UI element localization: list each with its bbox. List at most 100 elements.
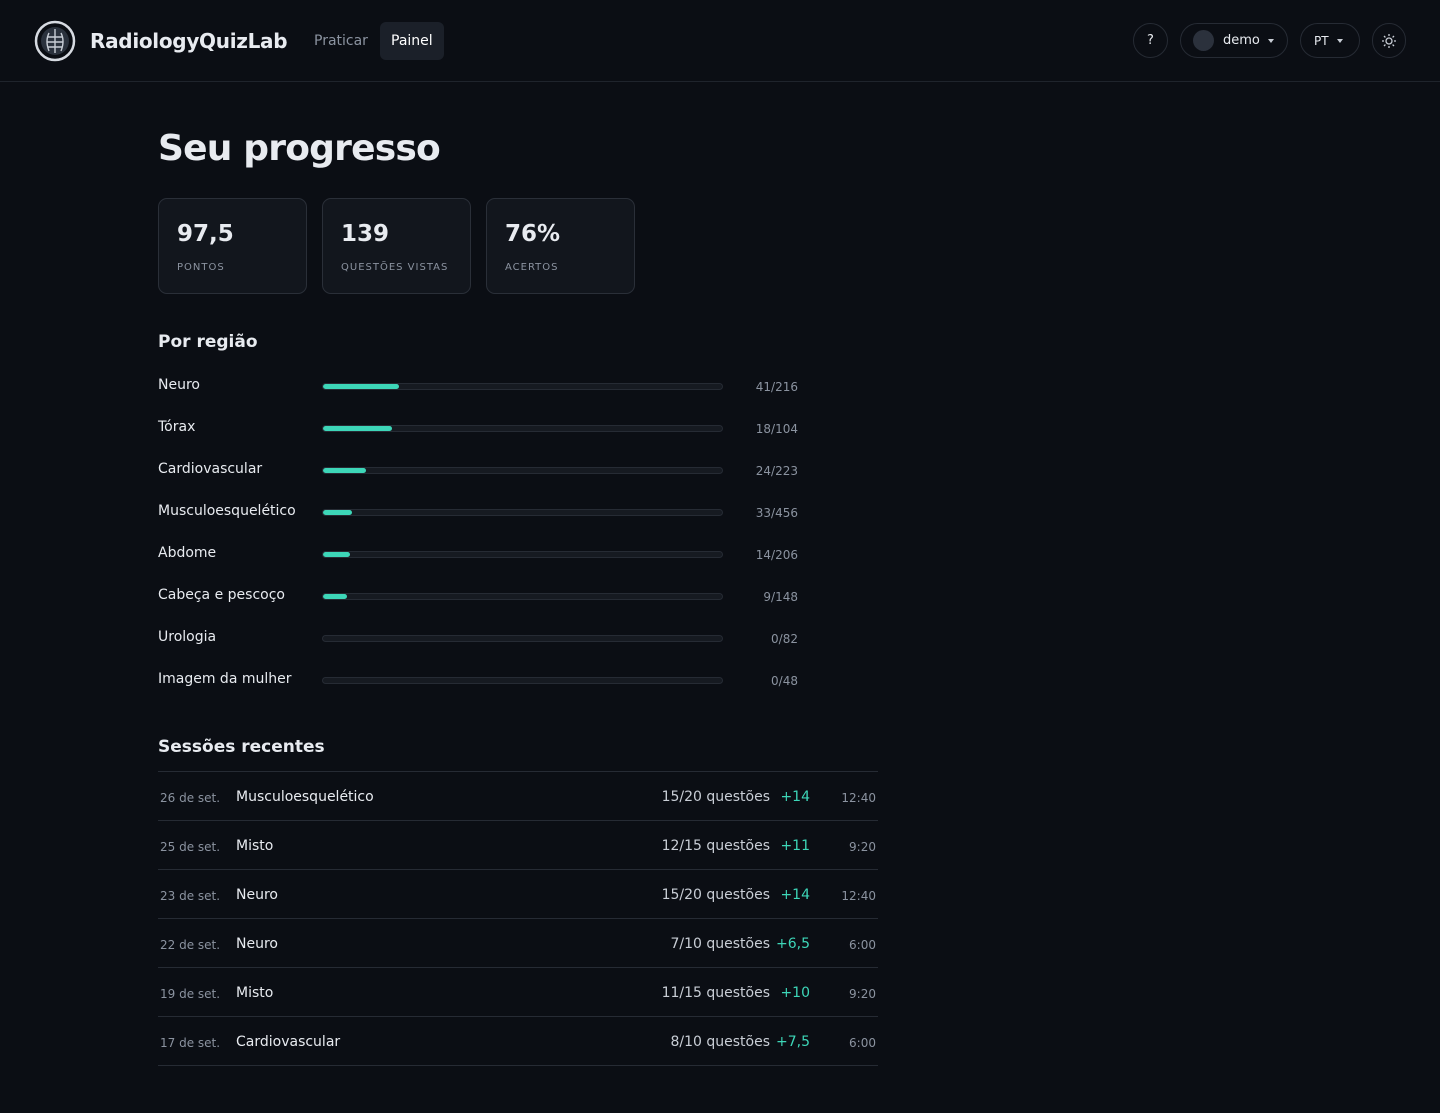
session-time: 12:40	[841, 889, 876, 903]
progress-track	[322, 677, 723, 684]
session-row[interactable]: 26 de set. Musculoesquelético 15/20 questõ…	[158, 772, 878, 821]
session-score: 15/20 questões	[661, 789, 770, 805]
region-row: Tórax 18/104	[158, 419, 798, 439]
sun-icon	[1382, 33, 1396, 48]
region-row: Musculoesquelético 33/456	[158, 503, 798, 523]
region-row: Cabeça e pescoço 9/148	[158, 587, 798, 607]
region-count: 9/148	[763, 590, 798, 604]
session-time: 9:20	[849, 840, 876, 854]
session-points: +6,5	[776, 936, 810, 952]
session-score: 12/15 questões	[661, 838, 770, 854]
session-date: 19 de set.	[160, 987, 221, 1001]
region-name: Imagem da mulher	[158, 671, 292, 687]
stat-label: QUESTÕES VISTAS	[341, 262, 449, 273]
region-name: Cardiovascular	[158, 461, 263, 477]
progress-fill	[323, 552, 351, 557]
progress-track	[322, 593, 723, 600]
session-points: +14	[780, 887, 810, 903]
region-row: Cardiovascular 24/223	[158, 461, 798, 481]
session-topic: Neuro	[236, 936, 278, 952]
session-row[interactable]: 23 de set. Neuro 15/20 questões +14 12:40	[158, 870, 878, 919]
session-score: 7/10 questões	[670, 936, 770, 952]
section-title: Por região	[158, 332, 258, 352]
session-date: 22 de set.	[160, 938, 221, 952]
session-time: 6:00	[849, 1036, 876, 1050]
region-name: Cabeça e pescoço	[158, 587, 285, 603]
session-date: 26 de set.	[160, 791, 221, 805]
region-row: Imagem da mulher 0/48	[158, 671, 798, 691]
caret	[1267, 38, 1274, 43]
region-count: 0/48	[771, 674, 798, 688]
session-topic: Cardiovascular	[236, 1034, 341, 1050]
progress-fill	[323, 426, 393, 431]
region-count: 18/104	[755, 422, 798, 436]
nav-link-active[interactable]: Painel	[380, 22, 444, 60]
region-count: 14/206	[755, 548, 798, 562]
section-title: Sessões recentes	[158, 737, 325, 757]
session-score: 15/20 questões	[661, 887, 770, 903]
region-row: Abdome 14/206	[158, 545, 798, 565]
progress-track	[322, 509, 723, 516]
region-name: Musculoesquelético	[158, 503, 296, 519]
session-date: 25 de set.	[160, 840, 221, 854]
page-title: Seu progresso	[158, 128, 441, 169]
session-row[interactable]: 25 de set. Misto 12/15 questões +11 9:20	[158, 821, 878, 870]
session-points: +14	[780, 789, 810, 805]
progress-track	[322, 635, 723, 642]
top-bar: RadiologyQuizLab Praticar Painel ? demo …	[0, 0, 1440, 82]
session-topic: Neuro	[236, 887, 278, 903]
region-name: Tórax	[158, 419, 196, 435]
caret	[1336, 38, 1343, 43]
stat-label: ACERTOS	[505, 262, 559, 273]
session-points: +11	[780, 838, 810, 854]
stat-value: 97,5	[177, 221, 234, 247]
language: PT	[1314, 33, 1329, 48]
progress-track	[322, 467, 723, 474]
progress-track	[322, 425, 723, 432]
session-time: 6:00	[849, 938, 876, 952]
region-count: 24/223	[755, 464, 798, 478]
region-count: 33/456	[755, 506, 798, 520]
avatar	[1193, 30, 1214, 51]
session-row[interactable]: 19 de set. Misto 11/15 questões +10 9:20	[158, 968, 878, 1017]
session-table: 26 de set. Musculoesquelético 15/20 questõ…	[158, 771, 878, 1066]
session-score: 8/10 questões	[670, 1034, 770, 1050]
nav-link[interactable]: Praticar	[314, 33, 368, 49]
session-topic: Misto	[236, 985, 274, 1001]
progress-fill	[323, 384, 399, 389]
progress-track	[322, 551, 723, 558]
brand[interactable]: RadiologyQuizLab	[90, 29, 288, 53]
theme-toggle[interactable]	[1372, 23, 1406, 58]
session-points: +10	[780, 985, 810, 1001]
progress-track	[322, 383, 723, 390]
stat-label: PONTOS	[177, 262, 225, 273]
session-date: 17 de set.	[160, 1036, 221, 1050]
session-score: 11/15 questões	[661, 985, 770, 1001]
session-date: 23 de set.	[160, 889, 221, 903]
region-count: 0/82	[771, 632, 798, 646]
stat-value: 139	[341, 221, 390, 247]
help-icon: ?	[1147, 33, 1154, 48]
stat-value: 76%	[505, 221, 561, 247]
session-topic: Misto	[236, 838, 274, 854]
language-menu[interactable]: PT	[1300, 23, 1360, 58]
region-row: Urologia 0/82	[158, 629, 798, 649]
stat-card: 139 QUESTÕES VISTAS	[322, 198, 471, 294]
region-count: 41/216	[755, 380, 798, 394]
session-row[interactable]: 22 de set. Neuro 7/10 questões +6,5 6:00	[158, 919, 878, 968]
progress-fill	[323, 468, 366, 473]
region-name: Urologia	[158, 629, 217, 645]
user-name: demo	[1223, 33, 1260, 48]
progress-fill	[323, 594, 348, 599]
stat-card: 76% ACERTOS	[486, 198, 635, 294]
session-time: 9:20	[849, 987, 876, 1001]
region-name: Abdome	[158, 545, 217, 561]
session-topic: Musculoesquelético	[236, 789, 374, 805]
help-button[interactable]: ?	[1133, 23, 1168, 58]
logo	[34, 20, 76, 62]
region-name: Neuro	[158, 377, 200, 393]
session-row[interactable]: 17 de set. Cardiovascular 8/10 questões +7,…	[158, 1017, 878, 1066]
user-menu[interactable]: demo	[1180, 23, 1288, 58]
